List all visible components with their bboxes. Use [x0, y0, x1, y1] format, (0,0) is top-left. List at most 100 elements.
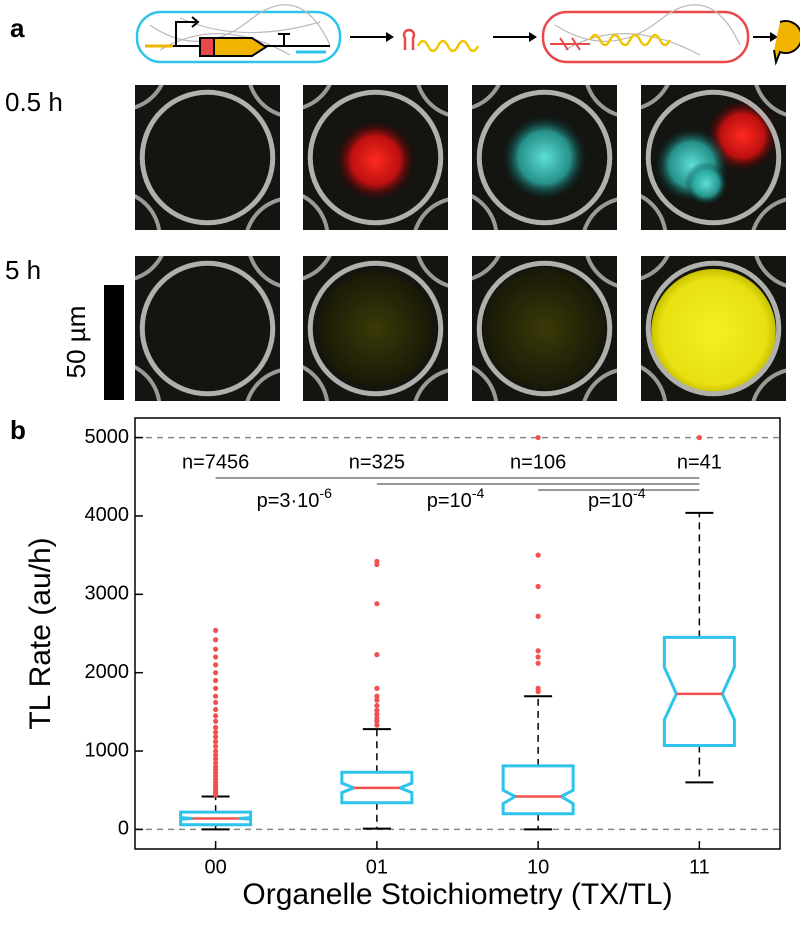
droplet-edge	[498, 427, 591, 520]
p-label: p=10-4	[588, 485, 646, 513]
droplet-edge	[307, 260, 444, 397]
outlier	[213, 693, 219, 699]
n-label: n=106	[510, 451, 566, 473]
outlier	[213, 729, 219, 735]
p-label-exponent: -4	[472, 485, 485, 501]
outlier	[213, 724, 219, 731]
outlier	[213, 752, 219, 758]
micrograph	[641, 85, 786, 230]
outlier	[213, 748, 219, 754]
outlier	[213, 743, 219, 749]
p-label-exponent: -4	[633, 485, 646, 501]
droplet-edge	[139, 260, 276, 397]
droplet-edge	[476, 89, 613, 226]
y-tick-label: 0	[118, 818, 129, 840]
droplet-edge	[329, 427, 422, 520]
image-bg	[135, 85, 280, 230]
outlier	[213, 760, 219, 766]
y-tick-label: 4000	[85, 504, 130, 526]
micrograph	[472, 256, 617, 520]
droplet-edge	[476, 260, 613, 397]
outlier	[535, 660, 541, 666]
panel-label: a	[10, 13, 25, 43]
outlier	[535, 552, 541, 558]
image-content	[303, 85, 448, 230]
outlier	[213, 685, 219, 691]
droplet-edge	[307, 89, 444, 226]
droplet-edge	[139, 89, 276, 226]
outlier	[535, 654, 541, 660]
outlier	[213, 734, 219, 740]
outlier	[374, 558, 380, 565]
n-label: n=41	[677, 451, 722, 473]
outlier	[213, 627, 219, 633]
outlier	[374, 697, 380, 703]
droplet-edge	[161, 427, 254, 520]
fluorescence	[651, 269, 776, 394]
fluorescence	[334, 119, 417, 201]
droplet-edge	[645, 260, 782, 397]
scale-bar-label: 50 µm	[61, 306, 91, 379]
outlier	[535, 648, 541, 654]
p-label-base: p=3·10	[257, 490, 320, 512]
y-tick-label: 1000	[85, 739, 130, 761]
droplet-edge	[645, 89, 782, 226]
outlier	[213, 699, 219, 706]
image-bg	[135, 256, 280, 401]
outlier	[213, 718, 219, 724]
outlier	[374, 652, 380, 658]
p-label-base: p=10	[588, 490, 633, 512]
micrograph	[303, 256, 448, 520]
droplet-edge	[667, 427, 760, 520]
outlier	[213, 670, 219, 676]
micrographs	[135, 85, 786, 520]
outlier	[213, 637, 219, 643]
n-label: n=7456	[182, 451, 249, 473]
outlier	[213, 706, 219, 713]
y-tick-label: 3000	[85, 583, 130, 605]
plot-frame	[134, 417, 781, 850]
x-tick-label: 11	[689, 856, 710, 878]
outlier	[374, 715, 380, 721]
outlier	[535, 613, 541, 619]
y-axis-label: TL Rate (au/h)	[24, 537, 57, 729]
p-label: p=10-4	[427, 485, 485, 513]
outlier	[213, 662, 219, 668]
scale-bar	[104, 285, 124, 400]
n-label: n=325	[349, 451, 405, 473]
y-tick-label: 5000	[85, 426, 130, 448]
x-tick-label: 00	[205, 856, 227, 878]
outlier	[374, 722, 380, 728]
outlier	[374, 601, 380, 607]
droplet-edge	[135, 85, 164, 110]
schematic	[135, 4, 800, 66]
outlier	[213, 646, 219, 652]
outlier	[374, 702, 380, 709]
outlier	[213, 677, 219, 684]
outlier	[696, 434, 702, 441]
y-tick-label: 2000	[85, 661, 130, 683]
image-content	[135, 256, 280, 520]
image-content	[641, 85, 786, 230]
outlier	[535, 685, 541, 691]
outlier	[213, 713, 219, 719]
micrograph	[303, 85, 448, 230]
fluorescence	[483, 267, 606, 390]
image-content	[472, 85, 617, 230]
row-label: 0.5 h	[5, 87, 63, 117]
p-label-base: p=10	[427, 490, 472, 512]
micrograph	[135, 85, 280, 230]
micrograph	[135, 256, 280, 520]
outlier	[535, 434, 541, 441]
outlier	[213, 739, 219, 745]
panel-label: b	[10, 415, 26, 445]
image-content	[472, 256, 617, 520]
outlier	[374, 685, 380, 691]
outlier	[374, 707, 380, 713]
fluorescence	[501, 114, 588, 201]
outlier	[374, 693, 380, 699]
image-content	[135, 85, 280, 230]
p-label-exponent: -6	[319, 485, 332, 501]
